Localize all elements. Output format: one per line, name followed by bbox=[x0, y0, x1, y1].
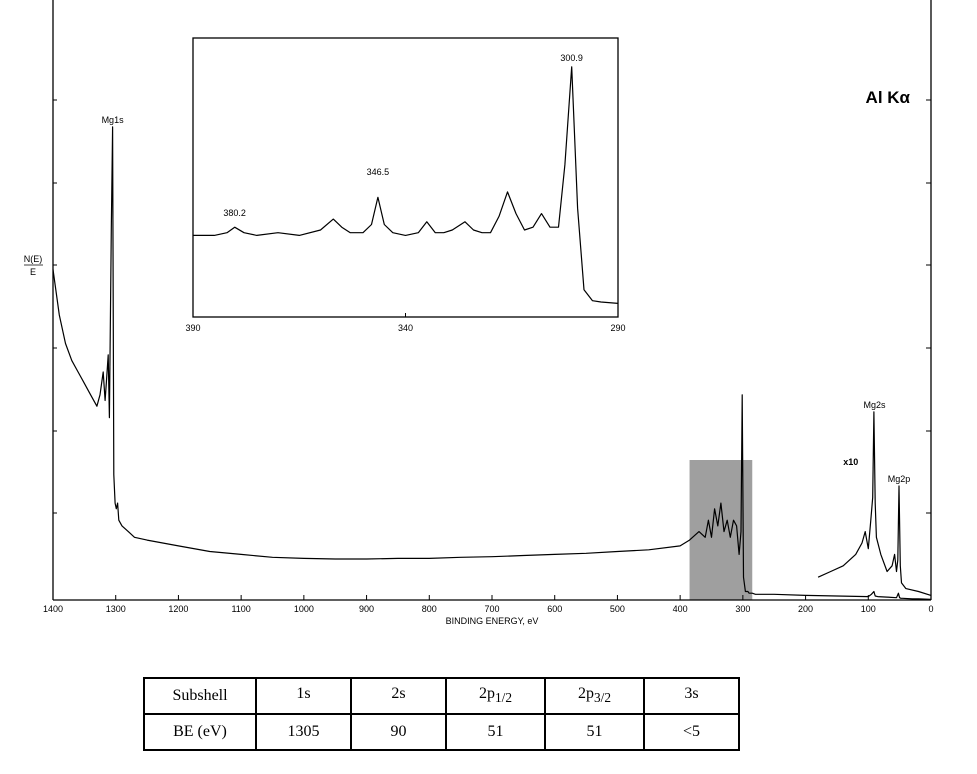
subshell-name: 2p bbox=[478, 685, 495, 703]
chart-title: Al Kα bbox=[866, 88, 911, 107]
x-tick-label: 1100 bbox=[231, 604, 250, 614]
subshell-sub: 3/2 bbox=[593, 690, 612, 706]
inset-series-group bbox=[193, 66, 619, 304]
inset-spectrum-line bbox=[193, 66, 619, 304]
table-cell: <5 bbox=[643, 713, 740, 751]
peak-annotation: Mg2p bbox=[888, 474, 911, 484]
binding-energy-table: Subshell 1s 2s 2p1/2 2p3/2 3s BE (eV) 13… bbox=[143, 677, 740, 751]
x-tick-label: 600 bbox=[547, 604, 562, 614]
inset-x-ticks: 390 340 290 bbox=[185, 313, 626, 333]
table-cell: 90 bbox=[350, 713, 447, 751]
x-tick-label: 0 bbox=[928, 604, 933, 614]
x-tick-label: 100 bbox=[861, 604, 876, 614]
peak-annotation: Mg2s bbox=[864, 400, 887, 410]
inset-chart: 390 340 290 380.2 346.5 300.9 bbox=[185, 37, 626, 333]
subshell-name: 2p bbox=[577, 685, 594, 703]
table-row-label: BE (eV) bbox=[143, 713, 257, 751]
x-tick-label: 200 bbox=[798, 604, 813, 614]
table-cell: 1305 bbox=[255, 713, 352, 751]
inset-x-tick-label: 290 bbox=[610, 323, 625, 333]
y-axis-label-denominator: E bbox=[30, 267, 36, 277]
table-header-cell: 2p3/2 bbox=[544, 677, 645, 715]
subshell-name: 3s bbox=[684, 685, 699, 703]
table-header-cell: 1s bbox=[255, 677, 352, 715]
inset-peak-annotation: 300.9 bbox=[560, 53, 583, 63]
x-tick-label: 1000 bbox=[294, 604, 314, 614]
peak-annotation: Mg1s bbox=[102, 115, 125, 125]
table-cell: 51 bbox=[445, 713, 546, 751]
subshell-name: 2s bbox=[391, 685, 406, 703]
x-tick-label: 800 bbox=[422, 604, 437, 614]
inset-peak-annotation: 380.2 bbox=[223, 208, 246, 218]
table-header-cell: 2s bbox=[350, 677, 447, 715]
x-tick-label: 900 bbox=[359, 604, 374, 614]
x10-spectrum-line bbox=[817, 411, 932, 596]
inset-annotations: 380.2 346.5 300.9 bbox=[223, 53, 583, 218]
xps-spectrum-figure: 1400 1300 1200 1100 1000 900 800 700 600 500 400 30… bbox=[24, 0, 934, 626]
table-header-label: Subshell bbox=[143, 677, 257, 715]
inset-border bbox=[192, 37, 619, 318]
x-tick-label: 300 bbox=[735, 604, 750, 614]
main-y-ticks bbox=[53, 99, 931, 514]
main-series-group bbox=[52, 126, 932, 600]
table-row: BE (eV) 1305 90 51 51 <5 bbox=[143, 713, 740, 751]
table-header-row: Subshell 1s 2s 2p1/2 2p3/2 3s bbox=[143, 677, 740, 715]
table-header-cell: 3s bbox=[643, 677, 740, 715]
inset-x-tick-label: 390 bbox=[185, 323, 200, 333]
x-axis-label: BINDING ENERGY, eV bbox=[446, 616, 539, 626]
x-tick-label: 1200 bbox=[168, 604, 188, 614]
main-chart: 1400 1300 1200 1100 1000 900 800 700 600 500 400 30… bbox=[24, 0, 934, 626]
main-annotations: Mg1s Mg2s Mg2p x10 bbox=[102, 115, 911, 484]
x-tick-label: 1400 bbox=[43, 604, 63, 614]
x-tick-label: 700 bbox=[484, 604, 499, 614]
inset-peak-annotation: 346.5 bbox=[367, 167, 390, 177]
x-tick-label: 400 bbox=[673, 604, 688, 614]
table-header-cell: 2p1/2 bbox=[445, 677, 546, 715]
survey-spectrum-line bbox=[52, 126, 932, 600]
y-axis-label-numerator: N(E) bbox=[24, 254, 43, 264]
inset-x-tick-label: 340 bbox=[398, 323, 413, 333]
main-x-ticks: 1400 1300 1200 1100 1000 900 800 700 600 500 400 30… bbox=[43, 595, 934, 614]
x-tick-label: 500 bbox=[610, 604, 625, 614]
x-tick-label: 1300 bbox=[106, 604, 126, 614]
subshell-sub: 1/2 bbox=[494, 690, 513, 706]
subshell-name: 1s bbox=[296, 685, 311, 703]
peak-annotation: x10 bbox=[843, 457, 858, 467]
table-cell: 51 bbox=[544, 713, 645, 751]
